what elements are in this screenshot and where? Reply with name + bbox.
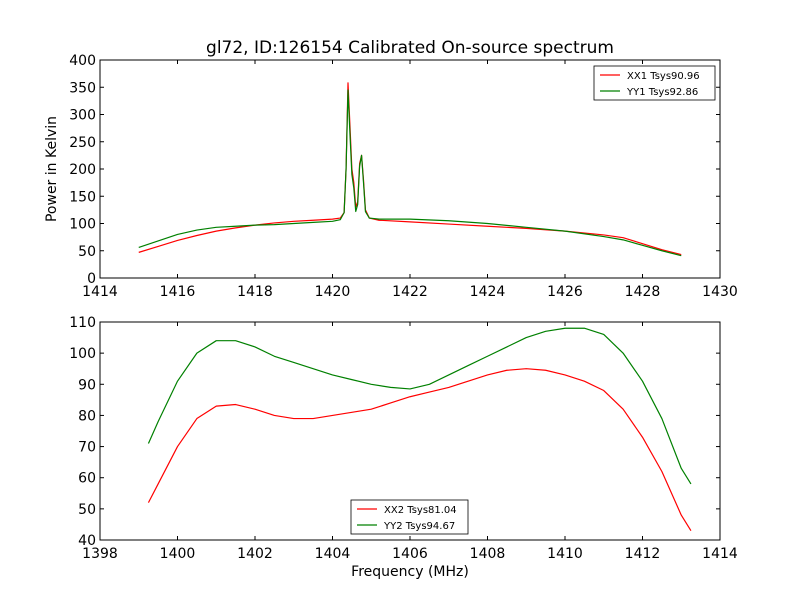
x-tick-label: 1416: [160, 284, 196, 300]
y-tick-label: 150: [69, 189, 96, 205]
legend-label-1: XX1 Tsys90.96: [627, 71, 700, 82]
x-tick-label: 1412: [625, 546, 661, 562]
legend-label-2: YY2 Tsys94.67: [383, 521, 455, 532]
y-axis-label: Power in Kelvin: [44, 116, 60, 222]
x-tick-label: 1410: [547, 546, 583, 562]
x-tick-label: 1430: [702, 284, 738, 300]
y-tick-label: 40: [78, 533, 96, 549]
x-tick-label: 1404: [315, 546, 351, 562]
bottom-spectrum-panel: 1398 1400 1402 1404 1406 1408 1410 1412 1414 40 50…: [69, 315, 738, 562]
top-spectrum-panel: 1414 1416 1418 1420 1422 1424 1426 1428 1430 0 50 1…: [69, 53, 738, 300]
legend-label-2: YY1 Tsys92.86: [626, 87, 698, 98]
y-tick-label: 100: [69, 217, 96, 233]
legend: XX2 Tsys81.04 YY2 Tsys94.67: [350, 499, 469, 535]
legend-box: [593, 65, 716, 101]
x-tick-label: 1400: [160, 546, 196, 562]
y-tick-label: 110: [69, 315, 96, 331]
x-tick-label: 1402: [237, 546, 273, 562]
x-tick-label: 1424: [470, 284, 506, 300]
x-tick-label: 1426: [547, 284, 583, 300]
y-tick-label: 350: [69, 80, 96, 96]
y-tick-label: 100: [69, 346, 96, 362]
series-line-1: [147, 368, 692, 531]
y-tick-label: 70: [78, 440, 96, 456]
x-tick-label: 1414: [702, 546, 738, 562]
legend-label-1: XX2 Tsys81.04: [384, 505, 457, 516]
x-tick-label: 1428: [625, 284, 661, 300]
y-tick-label: 400: [69, 53, 96, 69]
legend: XX1 Tsys90.96 YY1 Tsys92.86: [593, 65, 716, 101]
x-axis-label: Frequency (MHz): [351, 564, 469, 580]
legend-box: [350, 499, 469, 535]
y-tick-label: 50: [78, 502, 96, 518]
x-tick-label: 1420: [315, 284, 351, 300]
y-tick-label: 300: [69, 108, 96, 124]
x-tick-label: 1414: [82, 284, 118, 300]
x-tick-label: 1406: [392, 546, 428, 562]
y-tick-label: 50: [78, 244, 96, 260]
x-tick-label: 1408: [470, 546, 506, 562]
y-tick-label: 60: [78, 471, 96, 487]
series-line-2: [147, 327, 692, 485]
chart-title: gl72, ID:126154 Calibrated On-source spe…: [206, 38, 614, 58]
y-tick-label: 80: [78, 408, 96, 424]
x-tick-label: 1398: [82, 546, 118, 562]
y-tick-label: 250: [69, 135, 96, 151]
series-line-2: [138, 89, 682, 257]
y-tick-label: 90: [78, 377, 96, 393]
y-tick-label: 200: [69, 162, 96, 178]
y-tick-label: 0: [87, 271, 96, 287]
x-tick-label: 1422: [392, 284, 428, 300]
x-tick-label: 1418: [237, 284, 273, 300]
